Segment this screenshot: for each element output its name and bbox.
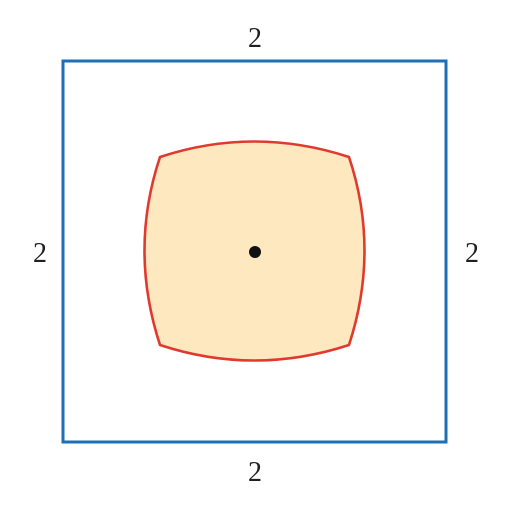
left-side-label: 2 <box>33 238 47 269</box>
center-point <box>249 246 261 258</box>
top-side-label: 2 <box>248 23 262 54</box>
right-side-label: 2 <box>465 238 479 269</box>
bottom-side-label: 2 <box>248 457 262 488</box>
outer-square <box>61 59 448 444</box>
